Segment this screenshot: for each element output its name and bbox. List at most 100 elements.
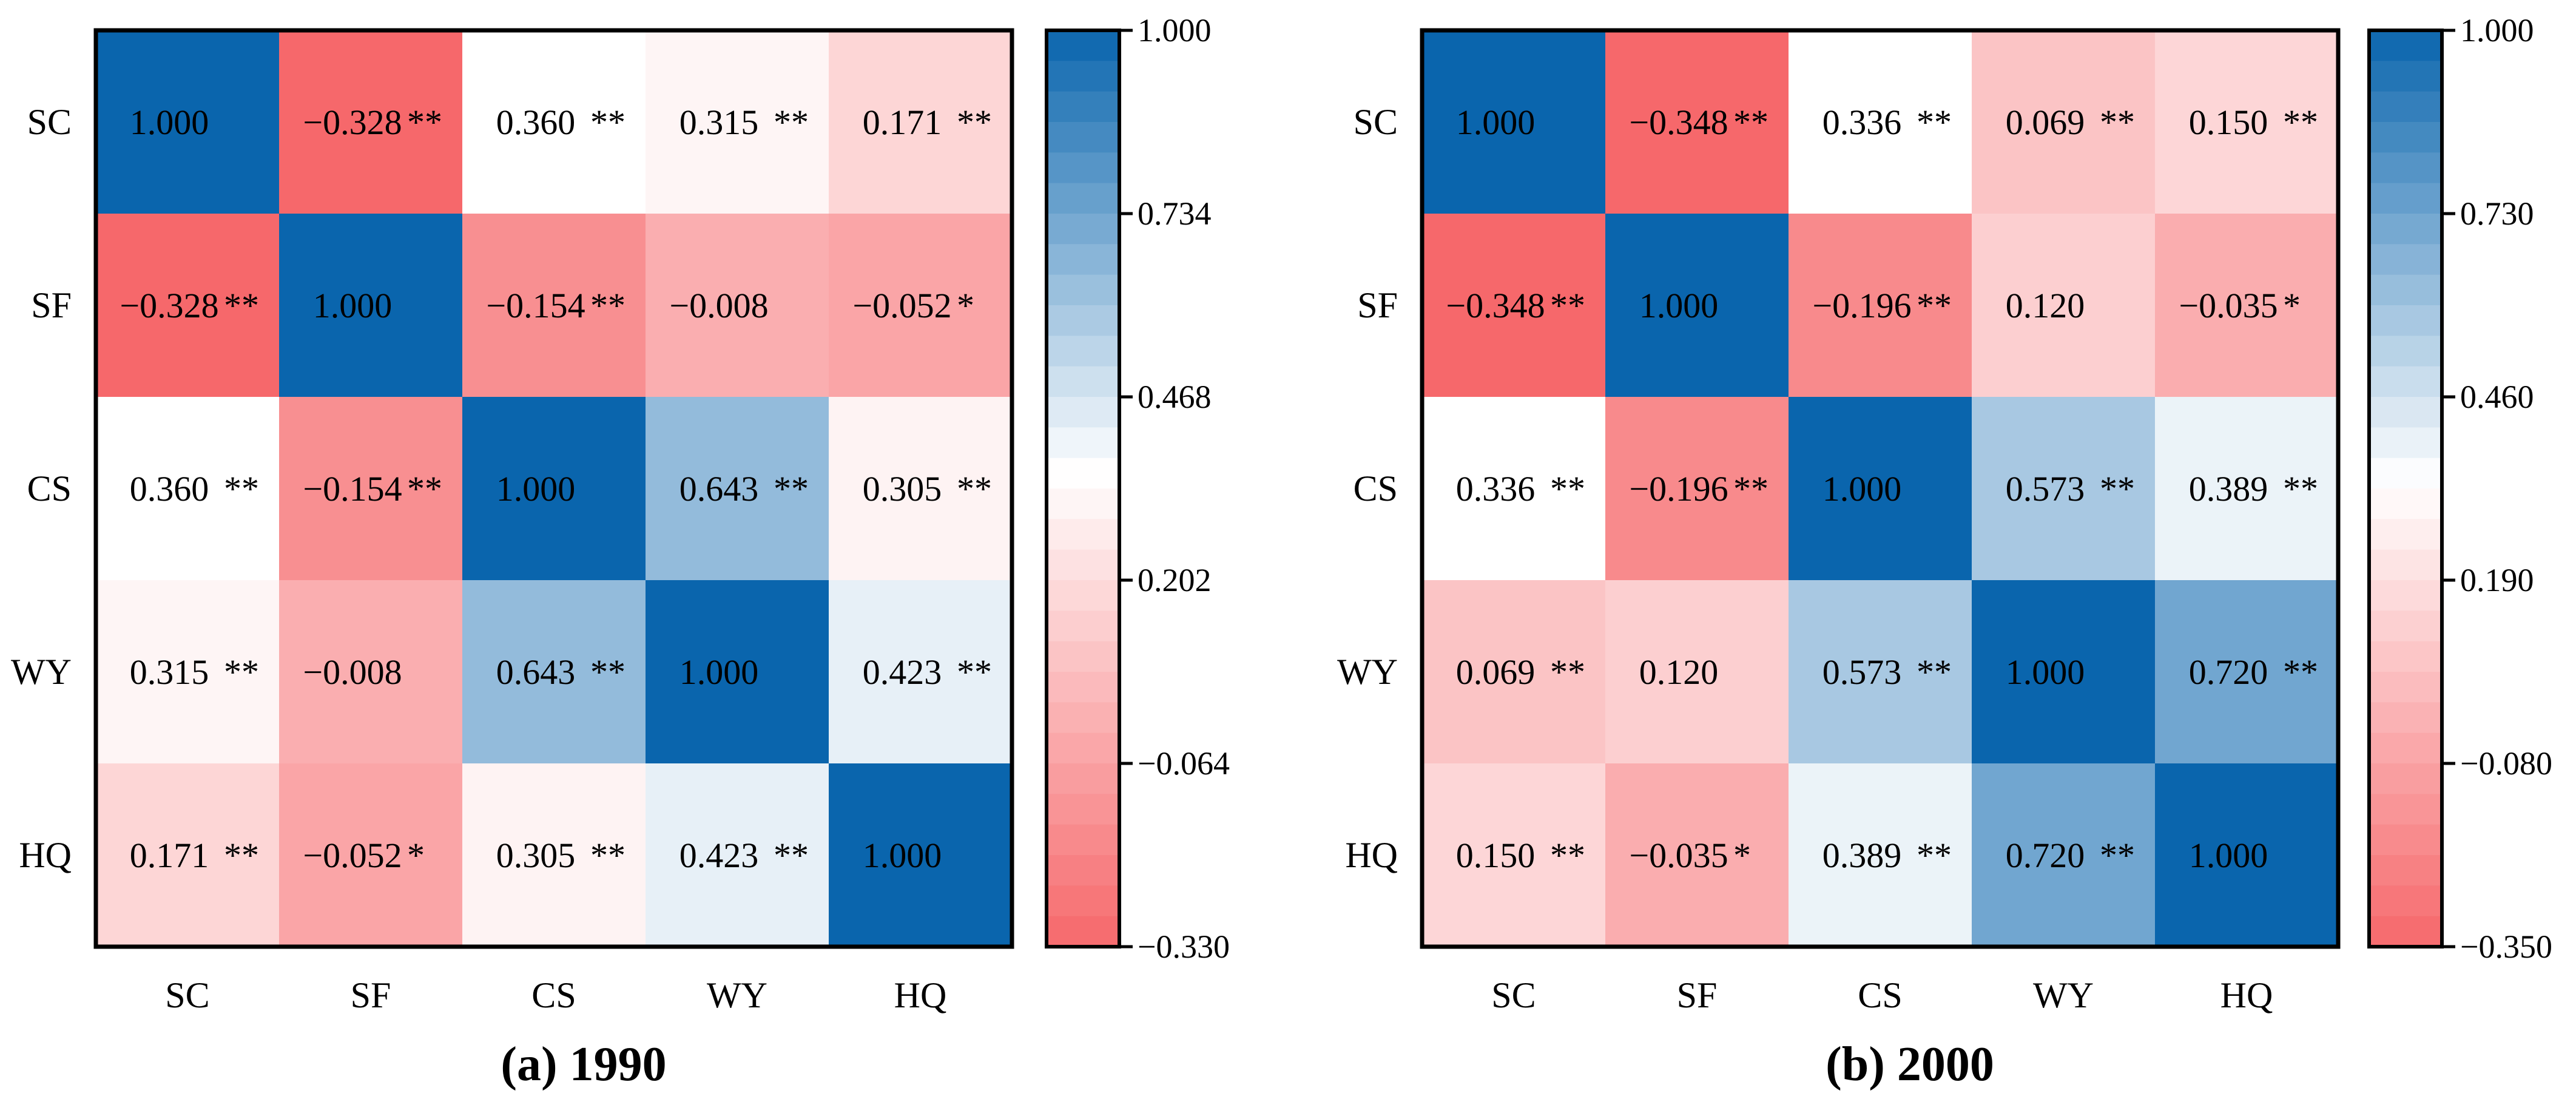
colorbar-band bbox=[1047, 30, 1119, 61]
cell-value-label: −0.052 bbox=[852, 286, 951, 325]
colorbar-band bbox=[1047, 885, 1119, 917]
heatmap-cell bbox=[2155, 30, 2338, 214]
significance-label: ** bbox=[2100, 103, 2135, 142]
colorbar-band bbox=[2369, 336, 2442, 367]
significance-label: ** bbox=[1917, 836, 1952, 875]
colorbar-band bbox=[1047, 672, 1119, 703]
heatmap-cell bbox=[1422, 580, 1605, 763]
cell-value-label: −0.035 bbox=[1629, 836, 1728, 875]
col-label-hq: HQ bbox=[2220, 975, 2273, 1015]
colorbar-band bbox=[1047, 183, 1119, 214]
colorbar-tick-label: 0.468 bbox=[1138, 379, 1212, 415]
cell-value-label: −0.154 bbox=[303, 469, 402, 509]
colorbar-band bbox=[2369, 610, 2442, 642]
col-label-sc: SC bbox=[165, 975, 209, 1015]
colorbar-band bbox=[2369, 122, 2442, 153]
col-label-cs: CS bbox=[1858, 975, 1902, 1015]
significance-label: ** bbox=[590, 286, 625, 325]
cell-value-label: 0.643 bbox=[496, 652, 576, 692]
heatmap-cell bbox=[646, 580, 829, 763]
colorbar-band bbox=[1047, 458, 1119, 489]
heatmap-cell bbox=[2155, 763, 2338, 947]
cell-value-label: 0.720 bbox=[2006, 836, 2085, 875]
significance-label: ** bbox=[407, 103, 442, 142]
heatmap-cell bbox=[829, 397, 1012, 580]
cell-value-label: 1.000 bbox=[2189, 836, 2268, 875]
cell-value-label: 0.573 bbox=[1822, 652, 1902, 692]
colorbar-band bbox=[2369, 427, 2442, 459]
cell-value-label: 0.120 bbox=[2006, 286, 2085, 325]
heatmap-cell bbox=[1789, 763, 1972, 947]
significance-label: ** bbox=[407, 469, 442, 509]
cell-value-label: 0.171 bbox=[130, 836, 209, 875]
heatmap-cell bbox=[279, 763, 462, 947]
row-label-cs: CS bbox=[1354, 468, 1398, 509]
heatmap-cell bbox=[1605, 30, 1789, 214]
colorbar-band bbox=[2369, 519, 2442, 550]
heatmap-cell bbox=[2155, 580, 2338, 763]
colorbar-tick-label: 0.202 bbox=[1138, 562, 1212, 598]
heatmap-cell bbox=[462, 580, 646, 763]
cell-value-label: 0.389 bbox=[2189, 469, 2268, 509]
cell-value-label: 0.069 bbox=[2006, 103, 2085, 142]
row-label-sf: SF bbox=[1357, 285, 1398, 325]
colorbar-band bbox=[1047, 732, 1119, 764]
heatmap-cell bbox=[96, 763, 279, 947]
colorbar-tick-label: 1.000 bbox=[1138, 12, 1212, 49]
significance-label: ** bbox=[224, 286, 259, 325]
cell-value-label: −0.348 bbox=[1446, 286, 1545, 325]
cell-value-label: 1.000 bbox=[1456, 103, 1536, 142]
heatmap-cell bbox=[279, 580, 462, 763]
colorbar-band bbox=[2369, 794, 2442, 825]
cell-value-label: 1.000 bbox=[1822, 469, 1902, 509]
cell-value-label: 1.000 bbox=[679, 652, 759, 692]
heatmap-cell bbox=[1972, 214, 2155, 397]
colorbar-band bbox=[1047, 610, 1119, 642]
colorbar-band bbox=[2369, 916, 2442, 947]
significance-label: ** bbox=[590, 652, 625, 692]
colorbar-band bbox=[1047, 855, 1119, 886]
heatmap-cell bbox=[462, 214, 646, 397]
colorbar-band bbox=[1047, 274, 1119, 306]
heatmap-cell bbox=[646, 763, 829, 947]
col-label-wy: WY bbox=[2033, 975, 2094, 1015]
heatmap-cell bbox=[2155, 397, 2338, 580]
colorbar-band bbox=[2369, 489, 2442, 519]
heatmap-cell bbox=[1789, 30, 1972, 214]
colorbar-tick-label: −0.330 bbox=[1138, 928, 1230, 965]
colorbar-band bbox=[1047, 397, 1119, 428]
colorbar-band bbox=[2369, 672, 2442, 703]
cell-value-label: 0.360 bbox=[130, 469, 209, 509]
cell-value-label: −0.328 bbox=[120, 286, 218, 325]
heatmap-cell bbox=[1972, 580, 2155, 763]
cell-value-label: 0.069 bbox=[1456, 652, 1536, 692]
col-label-wy: WY bbox=[707, 975, 767, 1015]
row-label-hq: HQ bbox=[1345, 835, 1398, 875]
heatmap-cell bbox=[279, 30, 462, 214]
heatmap-panel-2: 1.000 −0.348 ** 0.336 ** 0.069 ** 0.150 **−0.348… bbox=[1337, 12, 2552, 1091]
significance-label: ** bbox=[1733, 469, 1768, 509]
colorbar-band bbox=[2369, 580, 2442, 611]
colorbar-band bbox=[2369, 732, 2442, 764]
cell-value-label: 1.000 bbox=[2006, 652, 2085, 692]
significance-label: ** bbox=[224, 652, 259, 692]
heatmap-cell bbox=[829, 214, 1012, 397]
significance-label: ** bbox=[590, 836, 625, 875]
heatmap-cell bbox=[829, 580, 1012, 763]
colorbar-band bbox=[2369, 30, 2442, 61]
significance-label: ** bbox=[1917, 286, 1952, 325]
colorbar-band bbox=[2369, 641, 2442, 672]
significance-label: ** bbox=[2283, 469, 2318, 509]
heatmap-cell bbox=[1972, 397, 2155, 580]
significance-label: ** bbox=[2283, 652, 2318, 692]
heatmap-frame bbox=[1420, 28, 2341, 949]
row-label-wy: WY bbox=[11, 652, 72, 692]
colorbar-band bbox=[1047, 641, 1119, 672]
colorbar-tick-label: −0.064 bbox=[1138, 745, 1230, 782]
colorbar-frame bbox=[1045, 29, 1121, 949]
cell-value-label: 1.000 bbox=[863, 836, 942, 875]
col-label-hq: HQ bbox=[894, 975, 947, 1015]
heatmap-cell bbox=[829, 763, 1012, 947]
row-label-hq: HQ bbox=[19, 835, 72, 875]
colorbar-band bbox=[2369, 549, 2442, 581]
